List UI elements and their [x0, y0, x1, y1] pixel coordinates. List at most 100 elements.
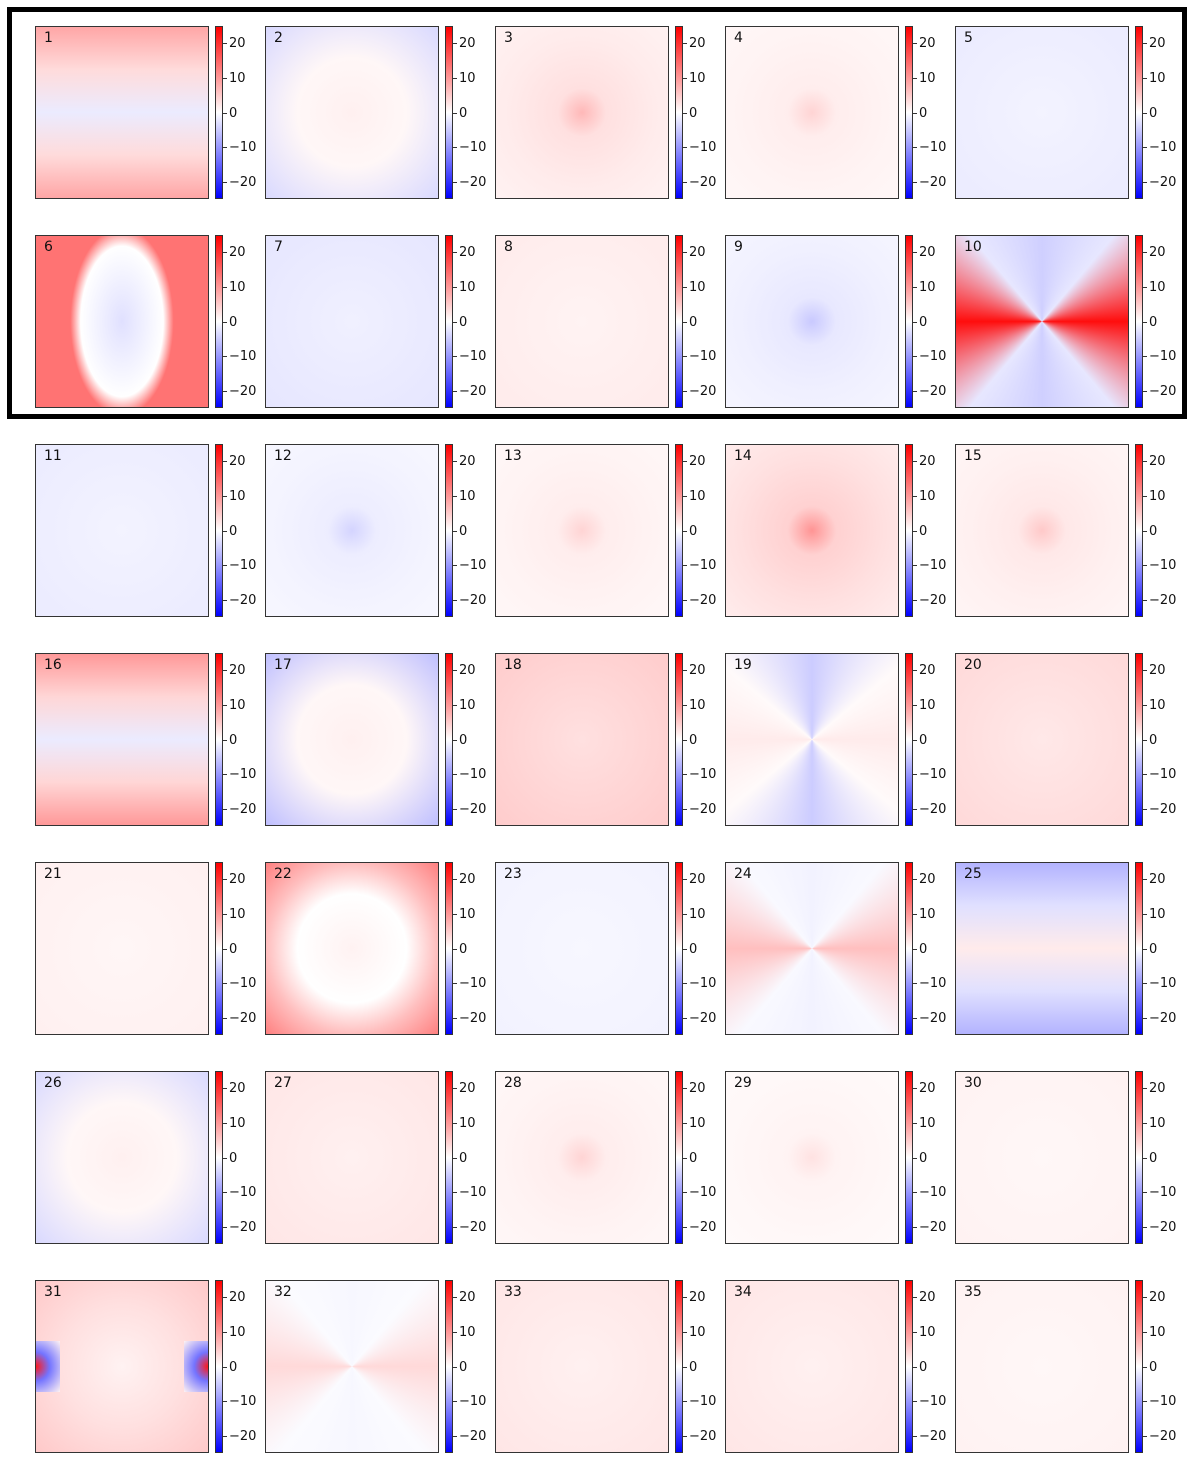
colorbar-tick	[913, 78, 917, 79]
colorbar-tick	[1143, 565, 1147, 566]
heatmap-panel: 14 20 10 0 −10 −20	[725, 444, 950, 619]
colorbar-tick	[453, 531, 457, 532]
colorbar-tick	[683, 322, 687, 323]
panel-label: 12	[274, 448, 292, 464]
heatmap-panel: 11 20 10 0 −10 −20	[35, 444, 260, 619]
panel-label: 13	[504, 448, 522, 464]
colorbar-tick-label: −20	[689, 1220, 717, 1235]
panel-label: 35	[964, 1284, 982, 1300]
colorbar-tick	[1143, 809, 1147, 810]
colorbar-tick	[453, 1158, 457, 1159]
panel-label: 25	[964, 866, 982, 882]
colorbar-tick	[913, 1332, 917, 1333]
heatmap-panel: 31 20 10 0 −10 −20	[35, 1280, 260, 1455]
colorbar	[1135, 1071, 1143, 1244]
colorbar-tick	[223, 914, 227, 915]
colorbar-tick	[223, 1192, 227, 1193]
colorbar-tick-label: 20	[919, 663, 936, 678]
colorbar-tick-label: 10	[689, 280, 706, 295]
heatmap-field	[266, 236, 438, 407]
colorbar-tick	[913, 914, 917, 915]
heatmap-image: 23	[495, 862, 669, 1035]
colorbar-tick-label: 0	[229, 1360, 238, 1375]
colorbar-tick	[453, 461, 457, 462]
colorbar-tick	[683, 1192, 687, 1193]
heatmap-image: 11	[35, 444, 209, 617]
heatmap-image: 28	[495, 1071, 669, 1244]
colorbar-tick	[913, 705, 917, 706]
colorbar-tick-label: −10	[459, 1394, 487, 1409]
colorbar-tick-label: −10	[689, 976, 717, 991]
panel-label: 8	[504, 239, 513, 255]
heatmap-image: 16	[35, 653, 209, 826]
panel-label: 5	[964, 30, 973, 46]
panel-label: 9	[734, 239, 743, 255]
panel-label: 4	[734, 30, 743, 46]
colorbar-tick-label: 10	[1149, 907, 1166, 922]
colorbar-tick	[683, 740, 687, 741]
colorbar-tick	[453, 496, 457, 497]
panel-label: 30	[964, 1075, 982, 1091]
colorbar-tick-label: 20	[459, 245, 476, 260]
colorbar-tick	[683, 600, 687, 601]
colorbar-tick-label: −10	[689, 349, 717, 364]
colorbar-tick	[453, 1367, 457, 1368]
colorbar-tick	[683, 1436, 687, 1437]
heatmap-image: 10	[955, 235, 1129, 408]
heatmap-field	[726, 1072, 898, 1243]
colorbar	[1135, 26, 1143, 199]
colorbar	[215, 653, 223, 826]
heatmap-field	[36, 236, 208, 407]
colorbar-tick-label: −10	[689, 767, 717, 782]
colorbar-tick	[223, 182, 227, 183]
heatmap-panel: 2 20 10 0 −10 −20	[265, 26, 490, 201]
colorbar-tick	[223, 531, 227, 532]
colorbar-tick	[913, 1192, 917, 1193]
heatmap-image: 6	[35, 235, 209, 408]
colorbar	[1135, 235, 1143, 408]
panel-label: 11	[44, 448, 62, 464]
heatmap-image: 30	[955, 1071, 1129, 1244]
colorbar-tick	[683, 1367, 687, 1368]
colorbar-tick-label: −20	[1149, 175, 1177, 190]
colorbar-tick	[453, 1123, 457, 1124]
colorbar-tick-label: −20	[1149, 1429, 1177, 1444]
edge-feature	[36, 1340, 61, 1393]
colorbar-tick	[1143, 774, 1147, 775]
colorbar-tick	[453, 1192, 457, 1193]
colorbar-tick	[913, 565, 917, 566]
colorbar-tick-label: 0	[919, 315, 928, 330]
colorbar-tick	[223, 565, 227, 566]
colorbar-tick	[913, 461, 917, 462]
colorbar-tick-label: −10	[459, 767, 487, 782]
edge-feature	[183, 1340, 208, 1393]
heatmap-image: 25	[955, 862, 1129, 1035]
colorbar	[445, 26, 453, 199]
colorbar-tick-label: 20	[1149, 872, 1166, 887]
colorbar-tick-label: −20	[1149, 1220, 1177, 1235]
panel-label: 2	[274, 30, 283, 46]
heatmap-panel: 5 20 10 0 −10 −20	[955, 26, 1180, 201]
heatmap-panel: 16 20 10 0 −10 −20	[35, 653, 260, 828]
colorbar-tick	[1143, 600, 1147, 601]
colorbar-tick-label: 20	[229, 872, 246, 887]
heatmap-panel: 24 20 10 0 −10 −20	[725, 862, 950, 1037]
colorbar-tick-label: −20	[689, 1011, 717, 1026]
colorbar-tick-label: 20	[229, 36, 246, 51]
colorbar-tick-label: −10	[459, 140, 487, 155]
colorbar-tick-label: 0	[689, 315, 698, 330]
heatmap-panel: 1 20 10 0 −10 −20	[35, 26, 260, 201]
colorbar-tick-label: 0	[459, 524, 468, 539]
colorbar-tick-label: 10	[229, 1116, 246, 1131]
colorbar-tick-label: −20	[229, 802, 257, 817]
colorbar-tick	[453, 43, 457, 44]
colorbar-tick	[683, 1297, 687, 1298]
panel-label: 17	[274, 657, 292, 673]
colorbar-tick	[683, 879, 687, 880]
colorbar-tick	[223, 43, 227, 44]
colorbar-tick-label: 20	[459, 454, 476, 469]
colorbar	[215, 444, 223, 617]
heatmap-field	[726, 27, 898, 198]
colorbar	[905, 26, 913, 199]
colorbar-tick-label: 20	[689, 1081, 706, 1096]
